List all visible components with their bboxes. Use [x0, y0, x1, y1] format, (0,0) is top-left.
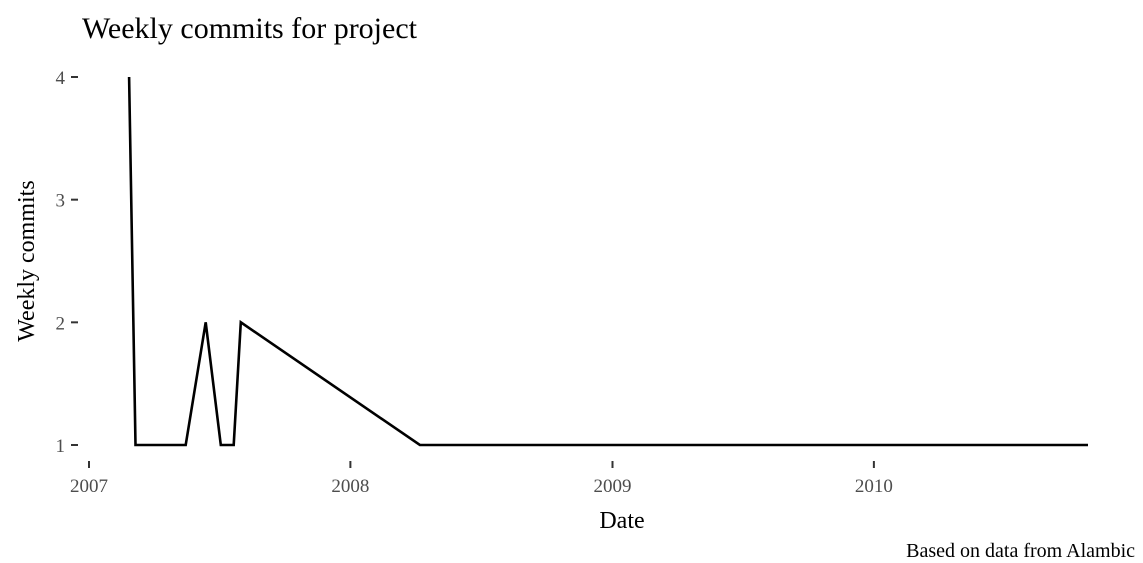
y-tick-label: 1: [56, 436, 66, 457]
x-axis-title: Date: [599, 508, 644, 534]
x-tick-label: 2009: [593, 476, 631, 497]
y-axis: 1 2 3 4: [56, 68, 78, 457]
x-axis: 2007 2008 2009 2010: [70, 461, 893, 497]
chart-caption: Based on data from Alambic: [906, 540, 1135, 562]
series-line: [127, 76, 1088, 447]
x-tick-label: 2007: [70, 476, 108, 497]
x-tick-label: 2010: [855, 476, 893, 497]
y-tick-label: 4: [56, 68, 66, 89]
x-tick-label: 2008: [331, 476, 369, 497]
y-tick-label: 3: [56, 191, 66, 212]
y-axis-title: Weekly commits: [14, 180, 40, 341]
chart-title: Weekly commits for project: [82, 12, 418, 45]
y-tick-label: 2: [56, 313, 66, 334]
